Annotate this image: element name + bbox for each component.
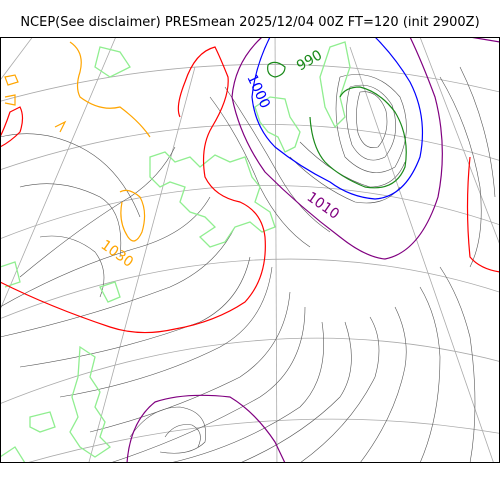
pressure-map: 990 1000 1010 1030 — [0, 37, 500, 463]
coastline-island — [29, 411, 56, 433]
map-background — [0, 37, 500, 463]
longitude-line — [88, 66, 196, 463]
latitude-line — [0, 337, 500, 405]
longitude-line — [0, 37, 33, 81]
coastline-island — [0, 446, 26, 463]
latitude-line — [0, 63, 500, 102]
isobar-1030 — [4, 41, 151, 242]
coastline-svalbard — [319, 41, 351, 129]
longitude-line — [349, 46, 495, 463]
coastline-iceland-area — [69, 345, 112, 458]
coastline-island — [94, 46, 131, 78]
coastline-north — [254, 96, 301, 153]
map-title: NCEP(See disclaimer) PRESmean 2025/12/04… — [20, 15, 480, 30]
coastline-island — [99, 281, 121, 303]
graticule — [0, 37, 500, 463]
longitude-line — [419, 37, 500, 247]
coastline-island — [0, 261, 21, 288]
isobar-1020 — [0, 46, 500, 334]
thin-isobars — [0, 66, 496, 463]
longitude-line — [0, 37, 117, 311]
coastline-greenland — [149, 151, 276, 248]
latitude-line — [0, 258, 500, 320]
latitude-line — [0, 124, 500, 171]
latitude-line — [0, 185, 500, 240]
isobar-990 — [267, 61, 407, 189]
coastlines — [0, 41, 351, 463]
isobar-1000 — [251, 37, 424, 200]
longitude-line — [274, 37, 278, 463]
latitude-line — [25, 418, 500, 463]
